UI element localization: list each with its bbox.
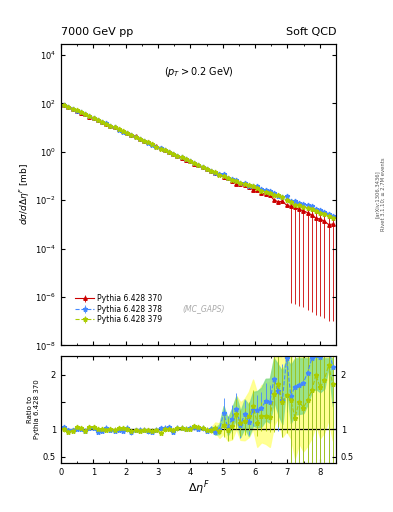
Text: (MC_GAPS): (MC_GAPS) bbox=[183, 305, 225, 314]
Y-axis label: Ratio to
Pythia 6.428 370: Ratio to Pythia 6.428 370 bbox=[27, 379, 40, 439]
Y-axis label: $d\sigma/d\Delta\eta^F$ [mb]: $d\sigma/d\Delta\eta^F$ [mb] bbox=[18, 163, 32, 225]
Text: [arXiv:1306.3436]: [arXiv:1306.3436] bbox=[375, 170, 380, 219]
X-axis label: $\Delta\eta^F$: $\Delta\eta^F$ bbox=[187, 479, 209, 497]
Legend: Pythia 6.428 370, Pythia 6.428 378, Pythia 6.428 379: Pythia 6.428 370, Pythia 6.428 378, Pyth… bbox=[73, 292, 165, 327]
Text: 7000 GeV pp: 7000 GeV pp bbox=[61, 27, 133, 37]
Text: $(p_T > 0.2\ \mathrm{GeV})$: $(p_T > 0.2\ \mathrm{GeV})$ bbox=[163, 65, 233, 79]
Text: Rivet 3.1.10; ≥ 2.7M events: Rivet 3.1.10; ≥ 2.7M events bbox=[381, 158, 386, 231]
Text: Soft QCD: Soft QCD bbox=[286, 27, 336, 37]
